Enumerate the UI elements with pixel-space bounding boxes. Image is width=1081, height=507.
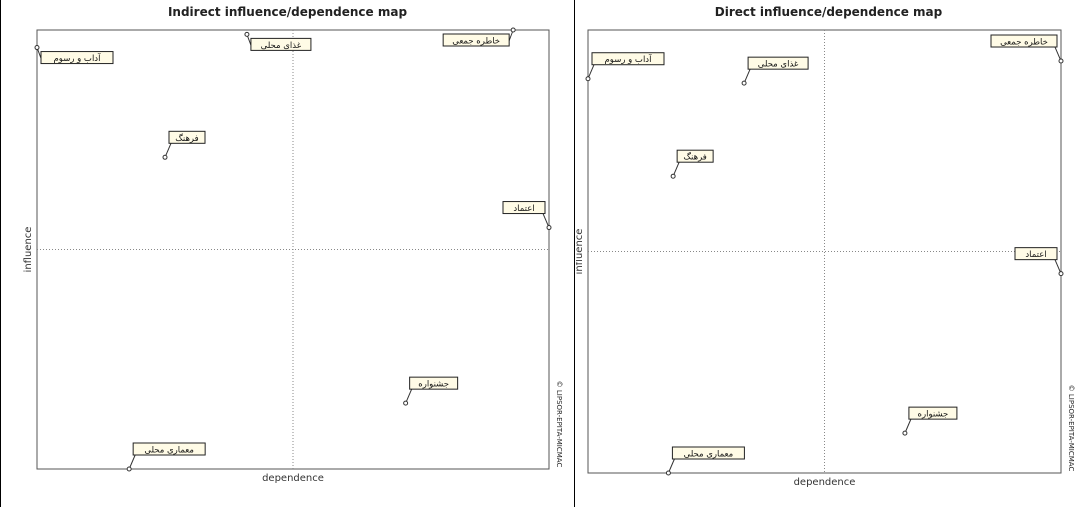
data-point: اعتماد — [1014, 247, 1064, 277]
direct-map-svg: dependence influence © LIPSOR-EPITA-MICMAC… — [576, 29, 1075, 488]
data-point: معماری محلی — [126, 442, 206, 472]
y-axis-label: influence — [23, 227, 34, 273]
point-label-box — [591, 52, 665, 66]
point-leader-line — [672, 161, 680, 177]
data-point: فرهنگ — [670, 149, 714, 179]
point-label: فرهنگ — [175, 133, 198, 144]
point-label-box — [40, 51, 114, 65]
point-label-box — [671, 446, 745, 460]
data-point: اعتماد — [502, 201, 552, 231]
point-marker — [665, 470, 671, 476]
copyright-side-text: © LIPSOR-EPITA-MICMAC — [1067, 385, 1075, 472]
point-marker — [126, 466, 132, 472]
point-label: اعتماد — [513, 204, 534, 214]
point-label-box — [676, 149, 714, 163]
data-point: فرهنگ — [162, 130, 206, 160]
point-label: معماری محلی — [144, 446, 194, 456]
point-label-box — [409, 376, 459, 390]
direct-map-panel: Direct influence/dependence map dependen… — [576, 0, 1081, 507]
y-axis-label: influence — [576, 229, 585, 275]
point-label-box — [132, 442, 206, 456]
data-point: آداب و رسوم — [585, 52, 665, 82]
point-label: آداب و رسوم — [54, 52, 102, 64]
point-label: معماری محلی — [684, 450, 734, 460]
point-marker — [244, 31, 250, 37]
point-leader-line — [667, 458, 675, 474]
point-label-box — [250, 37, 312, 51]
point-marker — [1058, 271, 1064, 277]
point-marker — [510, 27, 516, 33]
copyright-side-text: © LIPSOR-EPITA-MICMAC — [555, 381, 563, 468]
point-label: خاطره جمعی — [1000, 38, 1048, 48]
point-label: غذای محلی — [261, 41, 302, 51]
point-leader-line — [405, 388, 413, 404]
point-label: آداب و رسوم — [605, 53, 653, 65]
data-point: خاطره جمعی — [442, 27, 516, 47]
point-marker — [546, 225, 552, 231]
point-marker — [585, 76, 591, 82]
point-leader-line — [128, 454, 136, 470]
data-point: جشنواره — [902, 406, 958, 436]
chart-title: Indirect influence/dependence map — [167, 5, 408, 19]
indirect-map-panel: Indirect influence/dependence map depend… — [0, 0, 575, 507]
indirect-map-svg: dependence influence © LIPSOR-EPITA-MICMAC… — [23, 27, 563, 484]
point-leader-line — [1054, 259, 1062, 274]
data-point: غذای محلی — [741, 56, 809, 86]
point-label: اعتماد — [1025, 250, 1046, 260]
point-marker — [741, 80, 747, 86]
point-label: جشنواره — [918, 410, 949, 420]
chart-title: Direct influence/dependence map — [714, 5, 943, 19]
point-label: غذای محلی — [758, 60, 799, 70]
data-point: جشنواره — [403, 376, 459, 406]
point-marker — [1058, 58, 1064, 64]
point-label-box — [1014, 247, 1058, 261]
data-point: آداب و رسوم — [34, 45, 114, 65]
point-marker — [162, 154, 168, 160]
point-label: جشنواره — [418, 380, 449, 390]
point-leader-line — [587, 64, 595, 79]
point-label: خاطره جمعی — [452, 37, 500, 47]
point-marker — [670, 173, 676, 179]
point-leader-line — [743, 68, 751, 84]
x-axis-label: dependence — [794, 477, 856, 488]
point-marker — [902, 430, 908, 436]
data-point: خاطره جمعی — [990, 34, 1064, 64]
point-marker — [34, 45, 40, 51]
point-label-box — [442, 33, 510, 47]
point-leader-line — [542, 213, 550, 228]
point-label-box — [990, 34, 1058, 48]
point-label-box — [747, 56, 809, 70]
data-point: غذای محلی — [244, 31, 312, 51]
x-axis-label: dependence — [262, 473, 324, 484]
point-marker — [403, 400, 409, 406]
point-leader-line — [164, 143, 172, 158]
point-leader-line — [1054, 46, 1062, 62]
point-leader-line — [904, 418, 912, 434]
point-label-box — [168, 130, 206, 144]
point-label: فرهنگ — [683, 152, 706, 163]
point-label-box — [908, 406, 958, 420]
data-point: معماری محلی — [665, 446, 745, 476]
point-label-box — [502, 201, 546, 215]
